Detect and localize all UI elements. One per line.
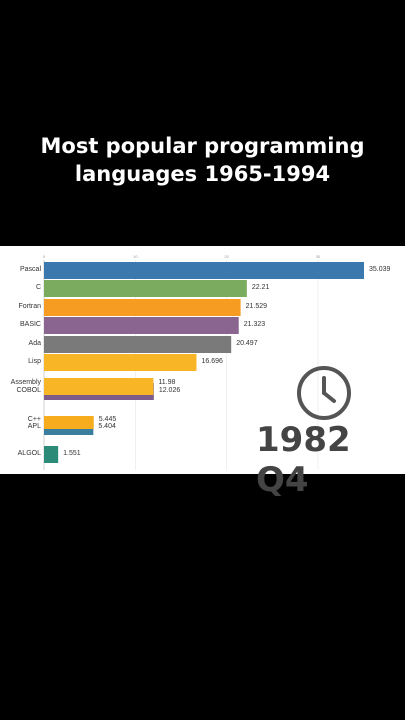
bar-algol <box>44 446 59 463</box>
bar-lisp <box>44 354 197 371</box>
chart-panel: 0 10 20 30 Pascal 35.039 C 22.21 Fortran 21.529 BA… <box>0 246 405 474</box>
x-tick-label: 0 <box>43 254 46 259</box>
value-label: 35.039 <box>369 266 391 273</box>
category-label: BASIC <box>20 321 41 328</box>
value-label: 12.026 <box>159 387 181 394</box>
bar-c <box>44 280 247 297</box>
x-tick-label: 10 <box>133 254 138 259</box>
bar-assembly <box>44 378 154 395</box>
value-label: 5.404 <box>98 423 116 430</box>
bar-chart: 0 10 20 30 Pascal 35.039 C 22.21 Fortran 21.529 BA… <box>11 254 391 470</box>
value-label: 21.323 <box>244 321 266 328</box>
bar-fortran <box>44 299 241 316</box>
bar-basic <box>44 317 239 334</box>
period-label: 1982 Q4 <box>256 420 351 500</box>
value-label: 20.497 <box>236 340 258 347</box>
value-label: 1.551 <box>63 450 81 457</box>
value-label: 11.98 <box>158 379 175 386</box>
category-label: ALGOL <box>18 450 41 457</box>
value-label: 5.445 <box>99 416 117 423</box>
page-title: Most popular programming languages 1965-… <box>0 132 405 188</box>
category-label: C <box>36 284 41 291</box>
bar-pascal <box>44 262 364 279</box>
category-label: Fortran <box>18 303 41 310</box>
value-label: 22.21 <box>252 284 270 291</box>
x-tick-label: 20 <box>224 254 229 259</box>
value-label: 21.529 <box>246 303 268 310</box>
value-label: 16.696 <box>201 358 223 365</box>
category-label: C++ <box>28 416 41 423</box>
bar-ada <box>44 336 232 353</box>
bar-c- <box>44 416 94 429</box>
x-tick-label: 30 <box>316 254 321 259</box>
category-label: Pascal <box>20 266 41 273</box>
category-label: Lisp <box>28 358 41 365</box>
category-label: Ada <box>29 340 42 347</box>
title-line-2: languages 1965-1994 <box>74 162 331 186</box>
category-label: COBOL <box>16 387 41 394</box>
category-label: Assembly <box>11 379 42 386</box>
category-label: APL <box>28 423 41 430</box>
title-line-1: Most popular programming <box>40 134 365 158</box>
clock-icon <box>297 366 351 420</box>
